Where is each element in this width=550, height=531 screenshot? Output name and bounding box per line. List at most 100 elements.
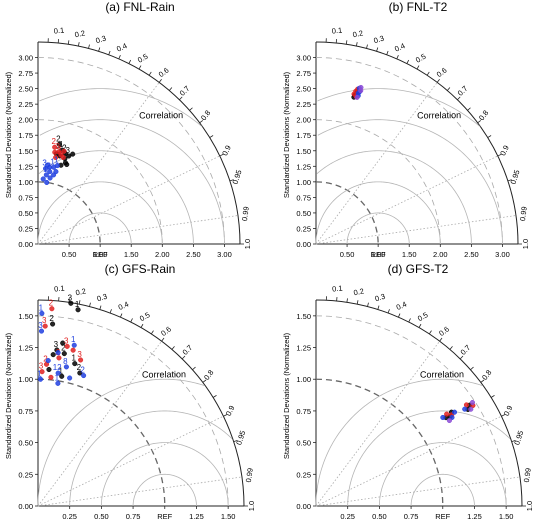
data-point-label: 1 [72,354,77,363]
data-point [358,84,364,91]
data-point [39,369,45,375]
data-point [56,141,62,147]
correlation-tick [109,309,112,314]
y-tick-label: 1.00 [296,375,311,384]
correlation-tick [189,107,193,111]
data-point [55,350,61,356]
data-point-label: 8 [63,357,68,366]
correlation-label: 0.99 [518,206,529,222]
std-dev-arc [315,181,379,245]
correlation-ray [37,215,239,245]
correlation-tick [386,50,389,55]
correlation-ray [315,215,517,245]
x-tick-label: 0.75 [126,512,141,521]
data-point [452,409,458,415]
correlation-tick [98,47,101,52]
correlation-label: 0.7 [181,343,195,357]
data-point [40,176,46,182]
correlation-tick [406,59,410,64]
data-point [54,163,60,169]
rms-circle [317,88,481,128]
y-tick-label: 1.25 [296,162,311,171]
correlation-tick [396,55,399,60]
y-tick-label: 2.00 [296,116,311,125]
correlation-tick [426,71,430,76]
correlation-label: 1.0 [247,501,256,511]
data-point [52,149,58,155]
data-point [71,342,77,348]
correlation-label: 0.7 [459,343,473,357]
correlation-ray [37,155,220,245]
panel-fnl-t2: (b) FNL-T2 Standardized Deviations (Norm… [282,0,530,259]
correlation-tick [78,300,81,305]
correlation-tick [449,346,453,350]
y-tick-label: 2.50 [296,85,311,94]
x-tick-label: 1.50 [221,512,236,521]
correlation-tick [219,153,224,157]
x-tick-label: 1.25 [189,512,204,521]
correlation-tick [88,44,90,49]
correlation-ray [315,415,502,507]
correlation-tick [168,87,173,91]
correlation-tick [179,96,183,101]
std-dev-arc [37,181,101,245]
y-tick-label: 0.75 [296,193,311,202]
correlation-label: 0.6 [437,324,451,337]
rms-circle [315,181,441,245]
data-point-label: 1 [50,157,55,166]
data-point-label: 2 [49,299,54,308]
data-point [38,328,45,334]
correlation-tick [199,120,204,124]
ref-label: REF [371,250,386,259]
correlation-label: 0.9 [498,144,511,157]
correlation-label: 0.5 [414,52,428,65]
data-point [37,376,44,382]
correlation-label: 0.3 [96,292,109,304]
y-tick-label: 2.00 [18,116,33,125]
x-tick-label: 0.75 [404,512,419,521]
correlation-tick [470,366,474,371]
correlation-label: 0.8 [477,108,490,122]
correlation-tick [507,179,512,182]
panel-title: (b) FNL-T2 [389,0,448,14]
data-point [72,361,78,367]
rms-circle [39,119,225,245]
data-point [55,380,61,386]
correlation-tick [233,440,238,443]
data-point [354,94,360,100]
correlation-tick [511,440,516,443]
correlation-label: 0.3 [95,34,108,46]
data-point-label: 3 [42,159,47,168]
y-tick-label: 0.75 [296,407,311,416]
correlation-label: 0.9 [220,144,233,157]
correlation-label: 0.2 [352,28,364,39]
std-dev-arc [37,315,229,507]
x-tick-label: 2.00 [155,250,170,259]
x-tick-label: 1.00 [93,250,108,259]
data-point [64,161,70,168]
y-tick-label: 2.75 [18,69,33,78]
correlation-tick [67,40,70,45]
data-point-label: 2 [51,137,56,146]
data-point [77,370,83,376]
data-point [468,406,474,412]
data-point [68,300,74,306]
correlation-label: 0.5 [138,310,152,323]
panel-title: (d) GFS-T2 [388,262,449,276]
y-tick-label: 0.25 [296,470,311,479]
x-tick-label: 0.50 [372,512,387,521]
data-point-label: 2 [43,354,48,363]
data-point [67,375,73,381]
correlation-tick [497,153,502,157]
correlation-tick [367,302,369,307]
data-point-label: 2 [61,344,66,353]
x-tick-label: 1.50 [402,250,417,259]
data-point [61,148,67,154]
correlation-label: 0.4 [395,300,408,312]
std-dev-arc [315,315,507,507]
y-axis-label: Standardized Deviations (Normalized) [282,332,291,459]
correlation-tick [212,395,217,398]
data-point [64,343,70,349]
data-point-label: 2 [77,363,82,372]
